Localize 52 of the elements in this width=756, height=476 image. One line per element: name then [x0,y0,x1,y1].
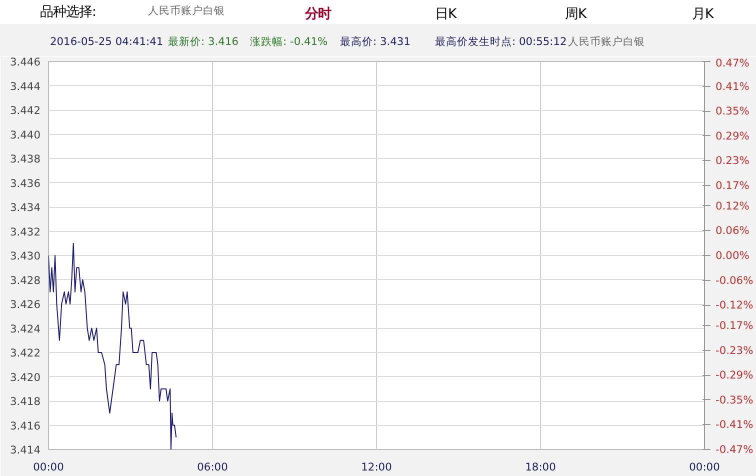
y-tick-label: 3.436 [10,176,41,190]
y2-tick-label: 0.23% [716,154,750,168]
text: 人民币账户白银 [568,34,645,50]
text: 日K [435,6,457,24]
line-series [48,242,177,450]
y2-tick-label: 0.29% [716,129,750,142]
y-tick-label: 3.422 [10,346,41,360]
text: 人民币账户白银 [148,3,225,18]
y2-tick-label: 0.35% [716,104,750,118]
y-tick-label: 3.430 [10,250,41,262]
y-tick-label: 3.416 [10,419,41,432]
y-tick-label: 3.420 [10,370,41,384]
text: 月K [692,6,714,24]
y-tick-label: 3.424 [10,322,41,336]
y-tick-label: 3.426 [10,298,41,311]
text: 周K [565,6,587,24]
y2-tick-label: 0.12% [716,199,750,212]
x-tick-label: 00:00 [689,460,720,474]
y-tick-label: 3.418 [10,395,41,408]
y2-tick-label: -0.23% [716,344,754,357]
y-tick-label: 3.432 [10,225,41,238]
x-tick-label: 18:00 [525,460,556,474]
y2-tick-label: 0.06% [716,224,750,238]
y-tick-label: 3.438 [10,152,41,166]
text: 最高价: 3.431 [340,34,410,50]
y2-tick-label: -0.29% [716,368,754,382]
y-tick-label: 3.446 [10,56,41,68]
text: 品种选择: [40,4,96,22]
y2-tick-label: 0.47% [716,56,750,70]
y-tick-label: 3.434 [10,201,41,214]
x-tick-label: 06:00 [197,460,228,474]
y-tick-label: 3.444 [10,80,41,93]
text: 涨跌幅: -0.41% [250,34,328,50]
y2-tick-label: -0.47% [716,443,754,456]
y2-tick-label: 0.17% [716,178,750,192]
y-tick-label: 3.414 [10,444,41,456]
y2-tick-label: -0.12% [716,298,754,312]
y-tick-label: 3.428 [10,274,41,287]
y2-tick-label: 0.00% [716,249,750,262]
text: 最新价: 3.416 [168,34,238,50]
x-tick-label: 00:00 [33,460,64,474]
y2-tick-label: -0.17% [716,319,754,332]
y2-tick-label: 0.41% [716,80,750,93]
y2-tick-label: -0.41% [716,418,754,432]
text: 分时 [305,6,331,24]
y-tick-label: 3.440 [10,128,41,142]
y-tick-label: 3.442 [10,104,41,117]
y2-tick-label: -0.35% [716,393,754,406]
text: 最高价发生时点: 00:55:12 [435,34,567,50]
x-tick-label: 12:00 [361,460,392,474]
text: 2016-05-25 04:41:41 [50,34,164,50]
y2-tick-label: -0.06% [716,274,754,287]
